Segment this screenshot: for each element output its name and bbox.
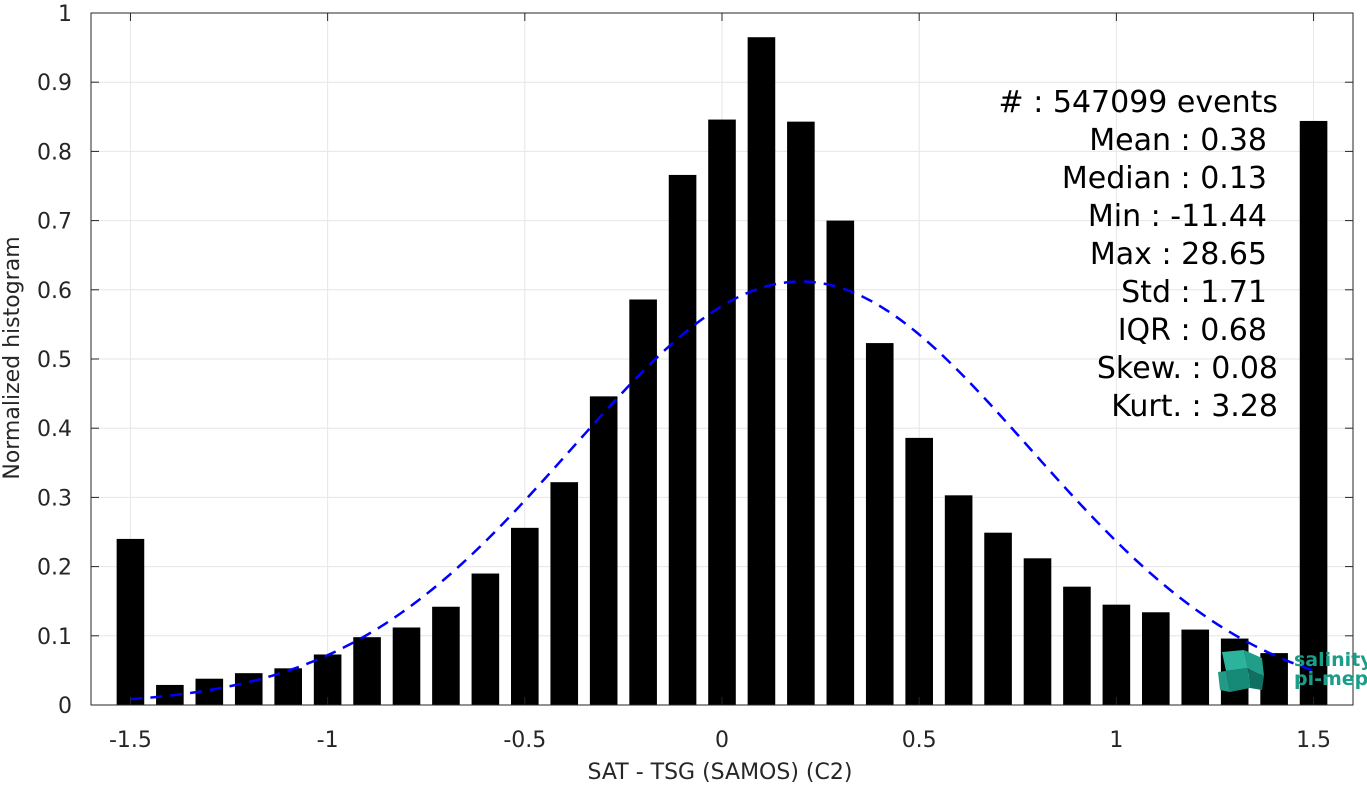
histogram-bar <box>234 673 263 705</box>
y-tick-label: 0.8 <box>37 140 72 165</box>
histogram-bar <box>1063 586 1091 705</box>
y-tick-label: 0.7 <box>37 210 72 235</box>
histogram-bar <box>944 495 973 705</box>
axes <box>90 12 1354 706</box>
tick-labels: -1.5 -1 -0.5 0 0.5 1 1.5 0 0.1 0.2 0.3 0.4 0.5 0.6 0.7… <box>37 2 1331 753</box>
histogram-bar <box>1142 612 1170 705</box>
y-tick-label: 1 <box>58 2 72 27</box>
histogram-bar <box>1023 558 1052 705</box>
y-tick-label: 0.3 <box>37 486 72 511</box>
y-tick-label: 0.2 <box>37 556 72 581</box>
histogram-bar <box>392 627 421 705</box>
x-tick-label: -0.5 <box>503 728 546 753</box>
histogram-bar <box>589 396 618 705</box>
salinity-pimep-logo: salinity pi-mep <box>1218 649 1367 692</box>
stat-skew: Skew. : 0.08 <box>1097 351 1278 386</box>
x-tick-label: 0.5 <box>902 728 937 753</box>
histogram-bar <box>708 119 736 706</box>
logo-text-pimep: pi-mep <box>1294 668 1367 690</box>
x-tick-label: 0 <box>715 728 729 753</box>
histogram-bar <box>826 220 855 705</box>
histogram-bar <box>905 437 933 705</box>
stat-mean: Mean : 0.38 <box>1089 123 1267 158</box>
y-tick-label: 0.1 <box>37 625 72 650</box>
histogram-bar <box>353 637 381 705</box>
y-tick-label: 0.5 <box>37 348 72 373</box>
histogram-bar <box>116 538 145 705</box>
stat-iqr: IQR : 0.68 <box>1118 313 1267 348</box>
fit-curve-group <box>130 280 1314 701</box>
x-tick-label: -1.5 <box>109 728 152 753</box>
histogram-bar <box>511 527 539 705</box>
logo-cube-icon <box>1218 650 1264 692</box>
histogram-bar <box>1102 604 1131 705</box>
histogram-bar <box>156 684 184 705</box>
histogram-bar <box>629 299 657 705</box>
histogram-bar <box>865 343 894 705</box>
stat-max: Max : 28.65 <box>1090 237 1267 272</box>
y-tick-label: 0 <box>58 694 72 719</box>
y-tick-label: 0.6 <box>37 279 72 304</box>
stats-annotation: # : 547099 events Mean : 0.38 Median : 0… <box>999 85 1278 424</box>
logo-text-salinity: salinity <box>1294 649 1367 671</box>
y-tick-label: 0.9 <box>37 71 72 96</box>
histogram-bar <box>1299 120 1328 705</box>
x-tick-label: 1.5 <box>1296 728 1331 753</box>
histogram-bar <box>432 606 460 705</box>
histogram-bar <box>550 482 579 705</box>
histogram-bar <box>787 121 815 706</box>
stat-min: Min : -11.44 <box>1088 199 1267 234</box>
stat-kurt: Kurt. : 3.28 <box>1111 389 1278 424</box>
stat-events: # : 547099 events <box>999 85 1278 120</box>
x-tick-label: 1 <box>1109 728 1123 753</box>
histogram-bar <box>984 532 1012 705</box>
histogram-bar <box>1260 653 1288 705</box>
x-tick-label: -1 <box>317 728 339 753</box>
stat-median: Median : 0.13 <box>1062 161 1267 196</box>
histogram-bar <box>313 654 342 705</box>
x-axis-label: SAT - TSG (SAMOS) (C2) <box>588 760 853 785</box>
gaussian-fit-curve <box>130 280 1314 701</box>
stat-std: Std : 1.71 <box>1121 275 1267 310</box>
bars <box>116 37 1328 706</box>
y-axis-label: Normalized histogram <box>0 236 25 479</box>
histogram-bar <box>668 174 697 706</box>
histogram-bar <box>747 37 776 706</box>
histogram-bar <box>1181 629 1210 705</box>
histogram-bar <box>471 573 500 705</box>
y-tick-label: 0.4 <box>37 417 72 442</box>
